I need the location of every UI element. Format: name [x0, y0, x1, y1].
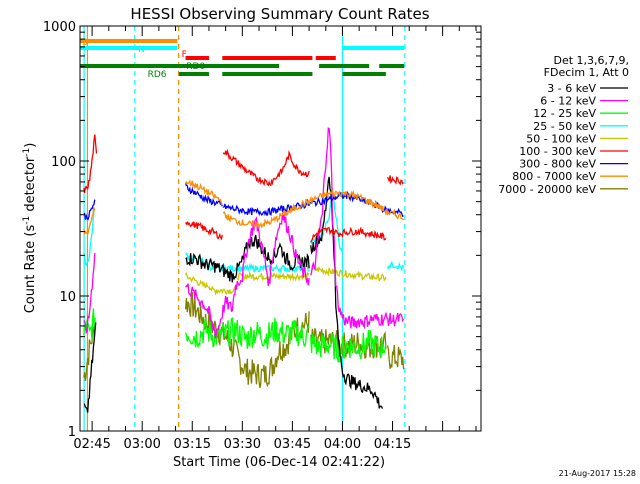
y-axis-label: Count Rate (s-1 detector-1) — [22, 143, 38, 314]
series-0-segment-2 — [310, 176, 384, 409]
series-1-segment-1 — [185, 212, 310, 339]
series-7-segment-0 — [83, 207, 96, 235]
series-3-segment-0 — [83, 210, 96, 266]
series-7-segment-2 — [222, 188, 405, 230]
flag-label-f: F — [182, 50, 187, 60]
legend-header-1: FDecim 1, Att 0 — [544, 66, 629, 79]
y-axis-label-part-1: -1 — [22, 216, 32, 225]
legend: Det 1,3,6,7,9,FDecim 1, Att 0 3 - 6 keV6 … — [498, 54, 629, 196]
flag-label-rd0: RD0 — [186, 62, 205, 72]
legend-label-0: 3 - 6 keV — [547, 82, 596, 95]
x-tick-label-0400: 04:00 — [324, 437, 361, 452]
y-axis-label-part-0: Count Rate (s — [23, 225, 38, 314]
series-5-segment-2 — [222, 148, 310, 187]
footer-date-stamp: 21-Aug-2017 15:28 — [559, 469, 636, 478]
y-axis-label-part-2: detector — [23, 156, 38, 216]
plot-area — [83, 26, 406, 431]
series-0-segment-0 — [83, 322, 97, 413]
series-5-segment-1 — [185, 220, 223, 241]
series-6-segment-1 — [185, 183, 223, 207]
series-6 — [83, 183, 404, 221]
y-tick-label-100: 100 — [51, 155, 76, 170]
x-tick-label-0330: 03:30 — [224, 437, 261, 452]
plot-frame — [79, 25, 482, 432]
series-2-segment-1 — [184, 317, 310, 349]
legend-label-6: 300 - 800 keV — [519, 158, 596, 171]
flag-label-s: S — [82, 38, 88, 48]
legend-header-0: Det 1,3,6,7,9, — [553, 54, 629, 67]
legend-label-8: 7000 - 20000 keV — [498, 183, 596, 196]
series-2-segment-2 — [310, 329, 387, 363]
legend-label-4: 50 - 100 keV — [526, 132, 596, 145]
x-tick-label-0345: 03:45 — [274, 437, 311, 452]
series-4 — [185, 264, 387, 296]
series-1-segment-0 — [83, 253, 96, 335]
series-8-segment-3 — [386, 344, 405, 370]
series-8 — [83, 291, 405, 388]
legend-label-5: 100 - 300 keV — [519, 145, 596, 158]
x-tick-label-0245: 02:45 — [73, 437, 110, 452]
series-7 — [83, 179, 405, 235]
y-axis-label-part-4: ) — [23, 143, 38, 148]
y-tick-label-10: 10 — [59, 290, 76, 305]
series-5-segment-0 — [83, 134, 98, 194]
y-tick-label-1000: 1000 — [43, 20, 76, 35]
legend-label-1: 6 - 12 keV — [540, 95, 596, 108]
series-8-segment-0 — [83, 325, 96, 381]
legend-label-3: 25 - 50 keV — [533, 120, 596, 133]
legend-label-2: 12 - 25 keV — [533, 107, 596, 120]
x-tick-label-0315: 03:15 — [174, 437, 211, 452]
series-7-segment-1 — [185, 179, 223, 205]
series-4-segment-2 — [310, 264, 387, 282]
series-4-segment-0 — [185, 271, 237, 296]
series-1 — [83, 127, 405, 339]
y-axis-label-part-3: -1 — [22, 148, 32, 157]
series-5-segment-3 — [310, 226, 387, 243]
x-tick-label-0300: 03:00 — [123, 437, 160, 452]
flag-label-n: N — [138, 45, 145, 55]
series-1-segment-2 — [310, 127, 405, 330]
series-5 — [83, 134, 405, 243]
chart-title: HESSI Observing Summary Count Rates — [130, 5, 429, 23]
x-tick-label-0415: 04:15 — [374, 437, 411, 452]
x-axis-label: Start Time (06-Dec-14 02:41:22) — [173, 455, 385, 470]
series-2 — [83, 308, 387, 363]
series-5-segment-4 — [386, 175, 405, 186]
flag-label-rd6: RD6 — [148, 70, 167, 80]
series-6-segment-0 — [83, 199, 96, 221]
legend-label-7: 800 - 7000 keV — [512, 170, 596, 183]
series-4-segment-1 — [236, 270, 310, 282]
y-tick-label-1: 1 — [68, 425, 76, 440]
series-3-segment-3 — [386, 261, 405, 273]
series-8-segment-2 — [310, 328, 387, 360]
